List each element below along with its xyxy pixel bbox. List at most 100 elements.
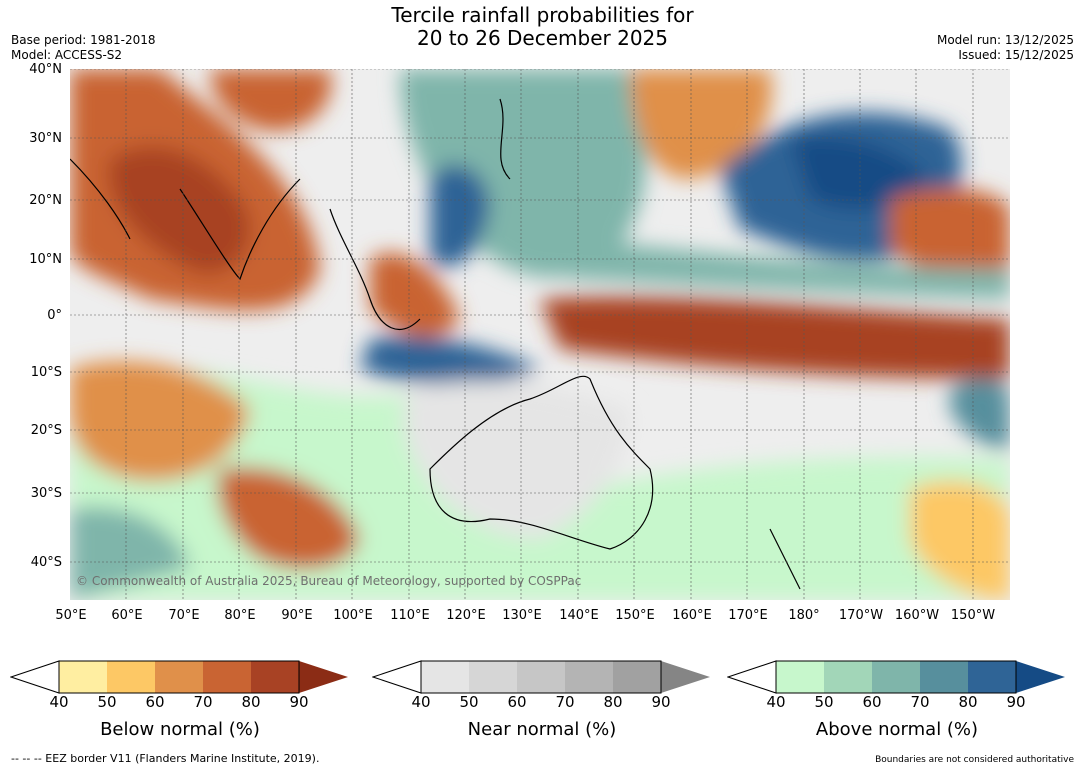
cbar-near-tick-80: 80 <box>603 693 623 711</box>
eez-border-note: -- -- -- EEZ border V11 (Flanders Marine… <box>11 752 320 765</box>
colorbar-above-normal <box>727 660 1065 694</box>
issued-date: Issued: 15/12/2025 <box>958 48 1074 62</box>
probability-field <box>70 69 1010 600</box>
cbar-near-tick-90: 90 <box>651 693 671 711</box>
cbar-near-tick-50: 50 <box>459 693 479 711</box>
southeast-asia-outline <box>329 208 421 330</box>
cbar-near-tick-60: 60 <box>507 693 527 711</box>
above-normal-pacific-band <box>570 239 1010 299</box>
lat-label-0: 0° <box>47 308 62 323</box>
below-normal-south-indian-ocean <box>70 361 250 481</box>
cbar-below-tick-40: 40 <box>49 693 69 711</box>
lat-label-40s: 40°S <box>30 555 62 570</box>
cbar-near-low-extend <box>372 660 422 694</box>
cbar-above-bin-3 <box>872 661 920 693</box>
cbar-near-tick-70: 70 <box>555 693 575 711</box>
lon-label-120e: 120°E <box>446 608 486 623</box>
title-line-2: 20 to 26 December 2025 <box>416 26 668 50</box>
lat-label-10s: 10°S <box>30 365 62 380</box>
cbar-below-bin-4 <box>203 661 251 693</box>
cbar-near-tick-40: 40 <box>411 693 431 711</box>
lon-label-70e: 70°E <box>168 608 200 623</box>
lon-label-100e: 100°E <box>333 608 373 623</box>
above-normal-northeast-core <box>790 136 930 210</box>
cbar-near-frame <box>420 660 662 694</box>
cbar-below-low-extend <box>10 660 60 694</box>
cbar-above-tick-70: 70 <box>910 693 930 711</box>
cbar-below-tick-60: 60 <box>145 693 165 711</box>
meta-right: Model run: 13/12/2025 Issued: 15/12/2025 <box>937 33 1074 63</box>
boundaries-disclaimer: Boundaries are not considered authoritat… <box>875 755 1074 765</box>
lon-label-130e: 130°E <box>502 608 542 623</box>
cbar-below-high-extend <box>299 661 348 693</box>
below-normal-maritime-continent <box>370 252 460 338</box>
cbar-above-tick-90: 90 <box>1006 693 1026 711</box>
cbar-near-label: Near normal (%) <box>467 719 617 740</box>
colorbar-near-normal <box>372 660 710 694</box>
below-normal-southeast-corner <box>910 480 1010 600</box>
below-normal-himalaya <box>210 69 332 131</box>
lon-label-110e: 110°E <box>390 608 430 623</box>
lon-label-150e: 150°E <box>615 608 655 623</box>
lat-label-20n: 20°N <box>29 193 62 208</box>
cbar-above-tick-60: 60 <box>862 693 882 711</box>
cbar-near-bin-3 <box>517 661 565 693</box>
arabia-outline <box>70 158 131 240</box>
copyright-notice: © Commonwealth of Australia 2025, Bureau… <box>76 574 582 588</box>
lat-label-20s: 20°S <box>30 423 62 438</box>
cbar-below-tick-80: 80 <box>241 693 261 711</box>
map-title: Tercile rainfall probabilities for 20 to… <box>0 4 1085 50</box>
cbar-above-label: Above normal (%) <box>815 719 979 740</box>
lat-label-10n: 10°N <box>29 252 62 267</box>
cbar-near-bin-4 <box>565 661 613 693</box>
cbar-below-bin-1 <box>59 661 107 693</box>
cbar-above-tick-80: 80 <box>958 693 978 711</box>
graticule <box>70 69 1010 600</box>
cbar-near-bin-5 <box>613 661 661 693</box>
lon-label-160w: 160°W <box>894 608 940 623</box>
cbar-above-frame <box>775 660 1017 694</box>
cbar-below-tick-90: 90 <box>289 693 309 711</box>
east-asia-outline <box>499 98 511 180</box>
cbar-below-tick-50: 50 <box>97 693 117 711</box>
near-normal-australia <box>403 380 630 539</box>
lat-label-30s: 30°S <box>30 486 62 501</box>
meta-left: Base period: 1981-2018 Model: ACCESS-S2 <box>11 33 156 63</box>
below-normal-north-pacific <box>630 69 772 179</box>
model-name: Model: ACCESS-S2 <box>11 48 123 62</box>
lat-label-40n: 40°N <box>29 62 62 77</box>
cbar-below-bin-2 <box>107 661 155 693</box>
cbar-near-bin-2 <box>469 661 517 693</box>
australia-outline <box>429 375 654 550</box>
below-normal-equatorial-pacific <box>540 296 1010 379</box>
coastlines <box>70 98 801 590</box>
lon-label-170w: 170°W <box>838 608 884 623</box>
cbar-above-bin-1 <box>776 661 824 693</box>
model-run: Model run: 13/12/2025 <box>936 33 1074 47</box>
cbar-above-bin-2 <box>824 661 872 693</box>
cbar-below-bin-3 <box>155 661 203 693</box>
india-outline <box>179 178 301 281</box>
lon-label-60e: 60°E <box>111 608 143 623</box>
title-line-1: Tercile rainfall probabilities for <box>391 3 694 27</box>
lon-label-140e: 140°E <box>559 608 599 623</box>
below-normal-india-core <box>108 146 251 274</box>
cbar-above-tick-40: 40 <box>766 693 786 711</box>
lon-label-160e: 160°E <box>672 608 712 623</box>
above-normal-south-pacific <box>950 378 1010 449</box>
colorbar-below-normal <box>10 660 348 694</box>
lon-label-180: 180° <box>788 608 820 623</box>
lon-label-90e: 90°E <box>281 608 313 623</box>
above-normal-southwest-corner <box>70 507 190 600</box>
map-canvas <box>70 69 1010 600</box>
cbar-below-frame <box>58 660 300 694</box>
cbar-near-bin-1 <box>421 661 469 693</box>
lat-label-30n: 30°N <box>29 131 62 146</box>
cbar-above-tick-50: 50 <box>814 693 834 711</box>
cbar-below-tick-70: 70 <box>193 693 213 711</box>
cbar-above-low-extend <box>727 660 777 694</box>
lon-label-150w: 150°W <box>950 608 996 623</box>
cbar-above-bin-4 <box>920 661 968 693</box>
below-normal-southwest <box>217 467 360 570</box>
lon-label-170e: 170°E <box>728 608 768 623</box>
